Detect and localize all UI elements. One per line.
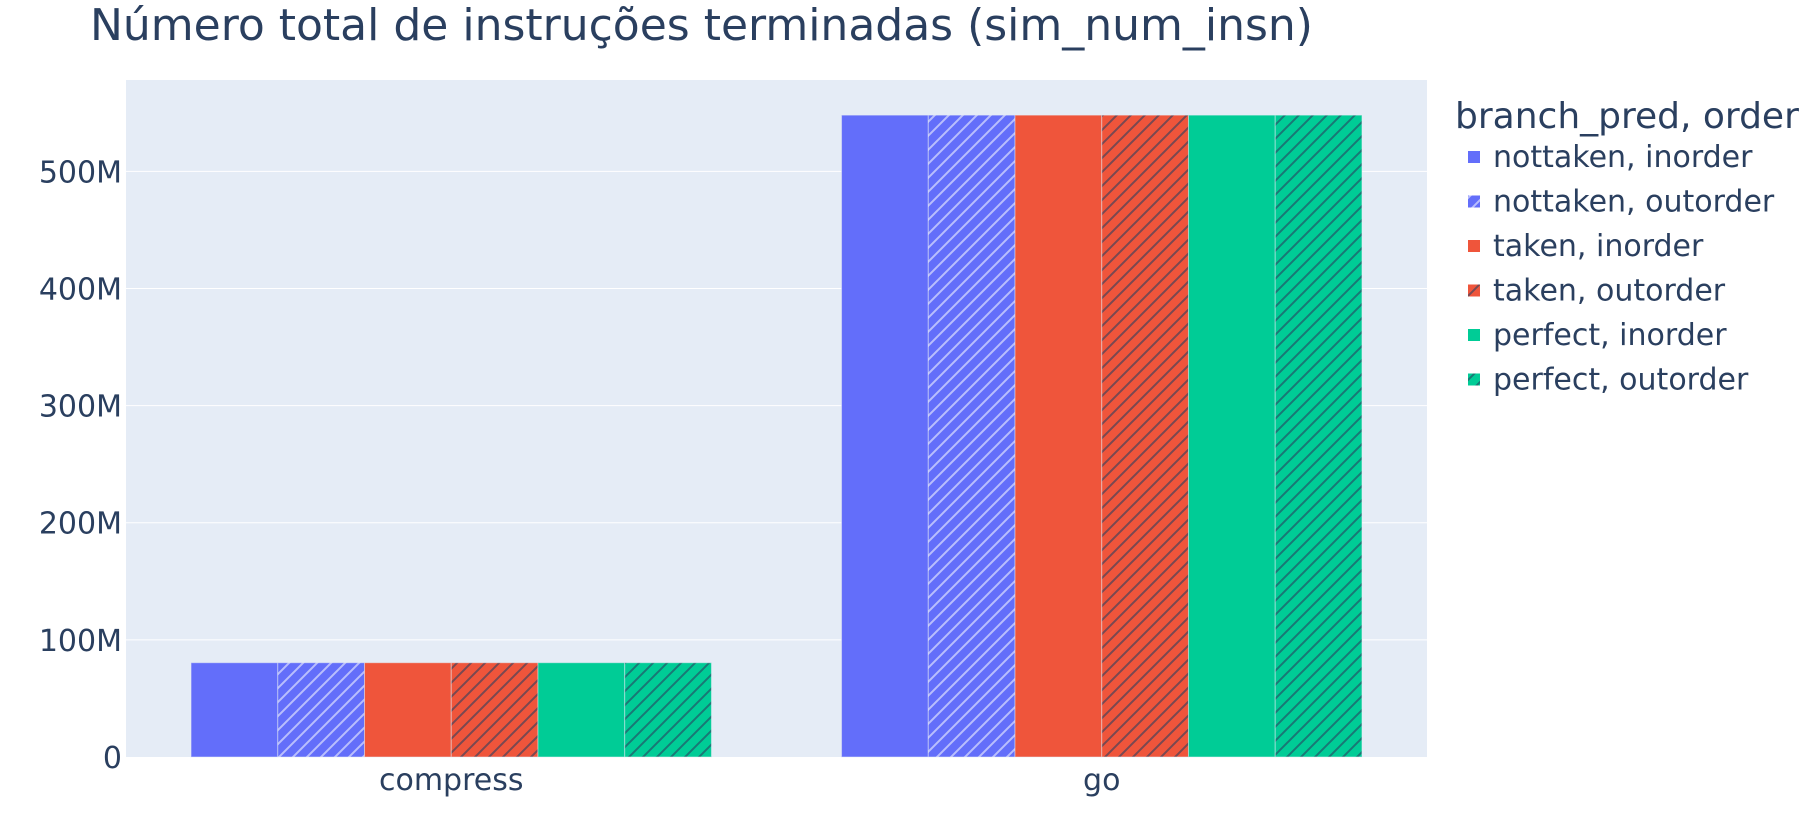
x-tick-label: compress (379, 763, 524, 798)
bar[interactable] (1101, 114, 1189, 758)
y-tick-label: 200M (39, 507, 122, 542)
legend-label: nottaken, inorder (1493, 140, 1753, 175)
legend-item[interactable]: taken, outorder (1468, 274, 1726, 309)
y-tick-label: 0 (103, 741, 122, 776)
bar[interactable] (277, 662, 366, 758)
legend-item[interactable]: nottaken, outorder (1468, 185, 1775, 220)
y-tick-label: 400M (39, 272, 122, 307)
x-tick-label: go (1083, 763, 1120, 798)
bar[interactable] (190, 662, 279, 758)
x-axis: compress go (379, 763, 1120, 798)
legend-item[interactable]: taken, inorder (1468, 229, 1704, 264)
y-axis: 0 100M 200M 300M 400M 500M (39, 155, 122, 776)
legend-swatch (1468, 151, 1480, 163)
bar[interactable] (1274, 114, 1363, 758)
chart-title: Número total de instruções terminadas (s… (90, 0, 1313, 51)
bar[interactable] (1014, 114, 1103, 758)
bar[interactable] (841, 114, 929, 758)
bar[interactable] (927, 114, 1016, 758)
legend-title: branch_pred, order (1455, 96, 1799, 137)
legend-swatch (1468, 329, 1480, 341)
legend-label: perfect, inorder (1493, 318, 1727, 353)
y-tick-label: 500M (39, 155, 122, 190)
bar[interactable] (624, 662, 712, 758)
legend-label: nottaken, outorder (1493, 185, 1775, 220)
legend-item[interactable]: perfect, outorder (1468, 363, 1749, 398)
legend-label: perfect, outorder (1493, 363, 1749, 398)
legend-item[interactable]: nottaken, inorder (1468, 140, 1753, 175)
bar[interactable] (537, 662, 626, 758)
bar[interactable] (1187, 114, 1276, 758)
legend-label: taken, inorder (1493, 229, 1704, 264)
legend-label: taken, outorder (1493, 274, 1726, 309)
legend-item[interactable]: perfect, inorder (1468, 318, 1727, 353)
bars (190, 114, 1363, 758)
legend-swatch (1468, 373, 1480, 386)
bar[interactable] (450, 662, 539, 758)
y-tick-label: 300M (39, 390, 122, 425)
bar[interactable] (364, 662, 452, 758)
y-tick-label: 100M (39, 624, 122, 659)
legend-swatch (1468, 284, 1480, 297)
legend-swatch (1468, 195, 1480, 208)
legend-swatch (1468, 240, 1480, 252)
